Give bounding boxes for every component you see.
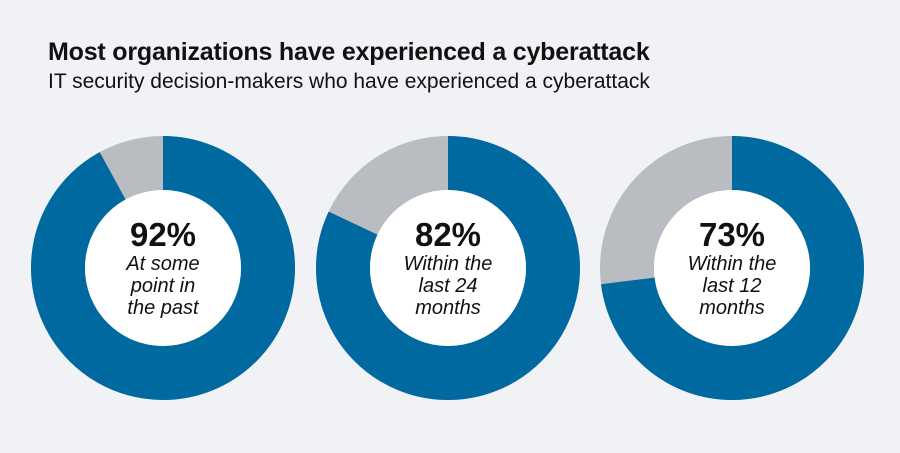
- donut-3-desc-line: Within the: [687, 252, 777, 275]
- donut-2-desc-line: last 24: [418, 274, 478, 297]
- donut-3-hole: [654, 190, 810, 346]
- donut-3-desc-line: last 12: [702, 274, 762, 297]
- donut-3-desc-line: months: [699, 296, 765, 319]
- donut-1-desc-line: At some: [126, 252, 200, 275]
- donut-1-value-arc: [31, 136, 295, 400]
- donut-2-description: Within the last 24 months: [388, 253, 508, 319]
- donut-2-desc-line: months: [415, 296, 481, 319]
- donut-2-label: 82% Within the last 24 months: [313, 133, 583, 403]
- donut-2-percent: 82%: [414, 215, 482, 253]
- donut-2-value-arc: [316, 136, 580, 400]
- donut-3-label: 73% Within the last 12 months: [597, 133, 867, 403]
- donut-1-label: 92% At some point in the past: [28, 133, 298, 403]
- donut-chart-2: 82% Within the last 24 months: [313, 133, 583, 403]
- donut-1-svg: [31, 136, 295, 400]
- donut-1-description: At some point in the past: [103, 253, 223, 319]
- chart-subtitle: IT security decision-makers who have exp…: [48, 70, 650, 93]
- chart-title: Most organizations have experienced a cy…: [48, 38, 650, 66]
- donut-chart-3: 73% Within the last 12 months: [597, 133, 867, 403]
- donut-1-desc-line: the past: [127, 296, 199, 319]
- donut-chart-1: 92% At some point in the past: [28, 133, 298, 403]
- donut-3-percent: 73%: [698, 215, 766, 253]
- donut-2-desc-line: Within the: [403, 252, 493, 275]
- donut-1-desc-line: point in: [130, 274, 196, 297]
- donut-2-hole: [370, 190, 526, 346]
- donut-2-svg: [316, 136, 580, 400]
- donut-3-value-arc: [600, 136, 864, 400]
- donut-1-percent: 92%: [129, 215, 197, 253]
- donut-3-svg: [600, 136, 864, 400]
- donut-1-hole: [85, 190, 241, 346]
- donut-3-description: Within the last 12 months: [672, 253, 792, 319]
